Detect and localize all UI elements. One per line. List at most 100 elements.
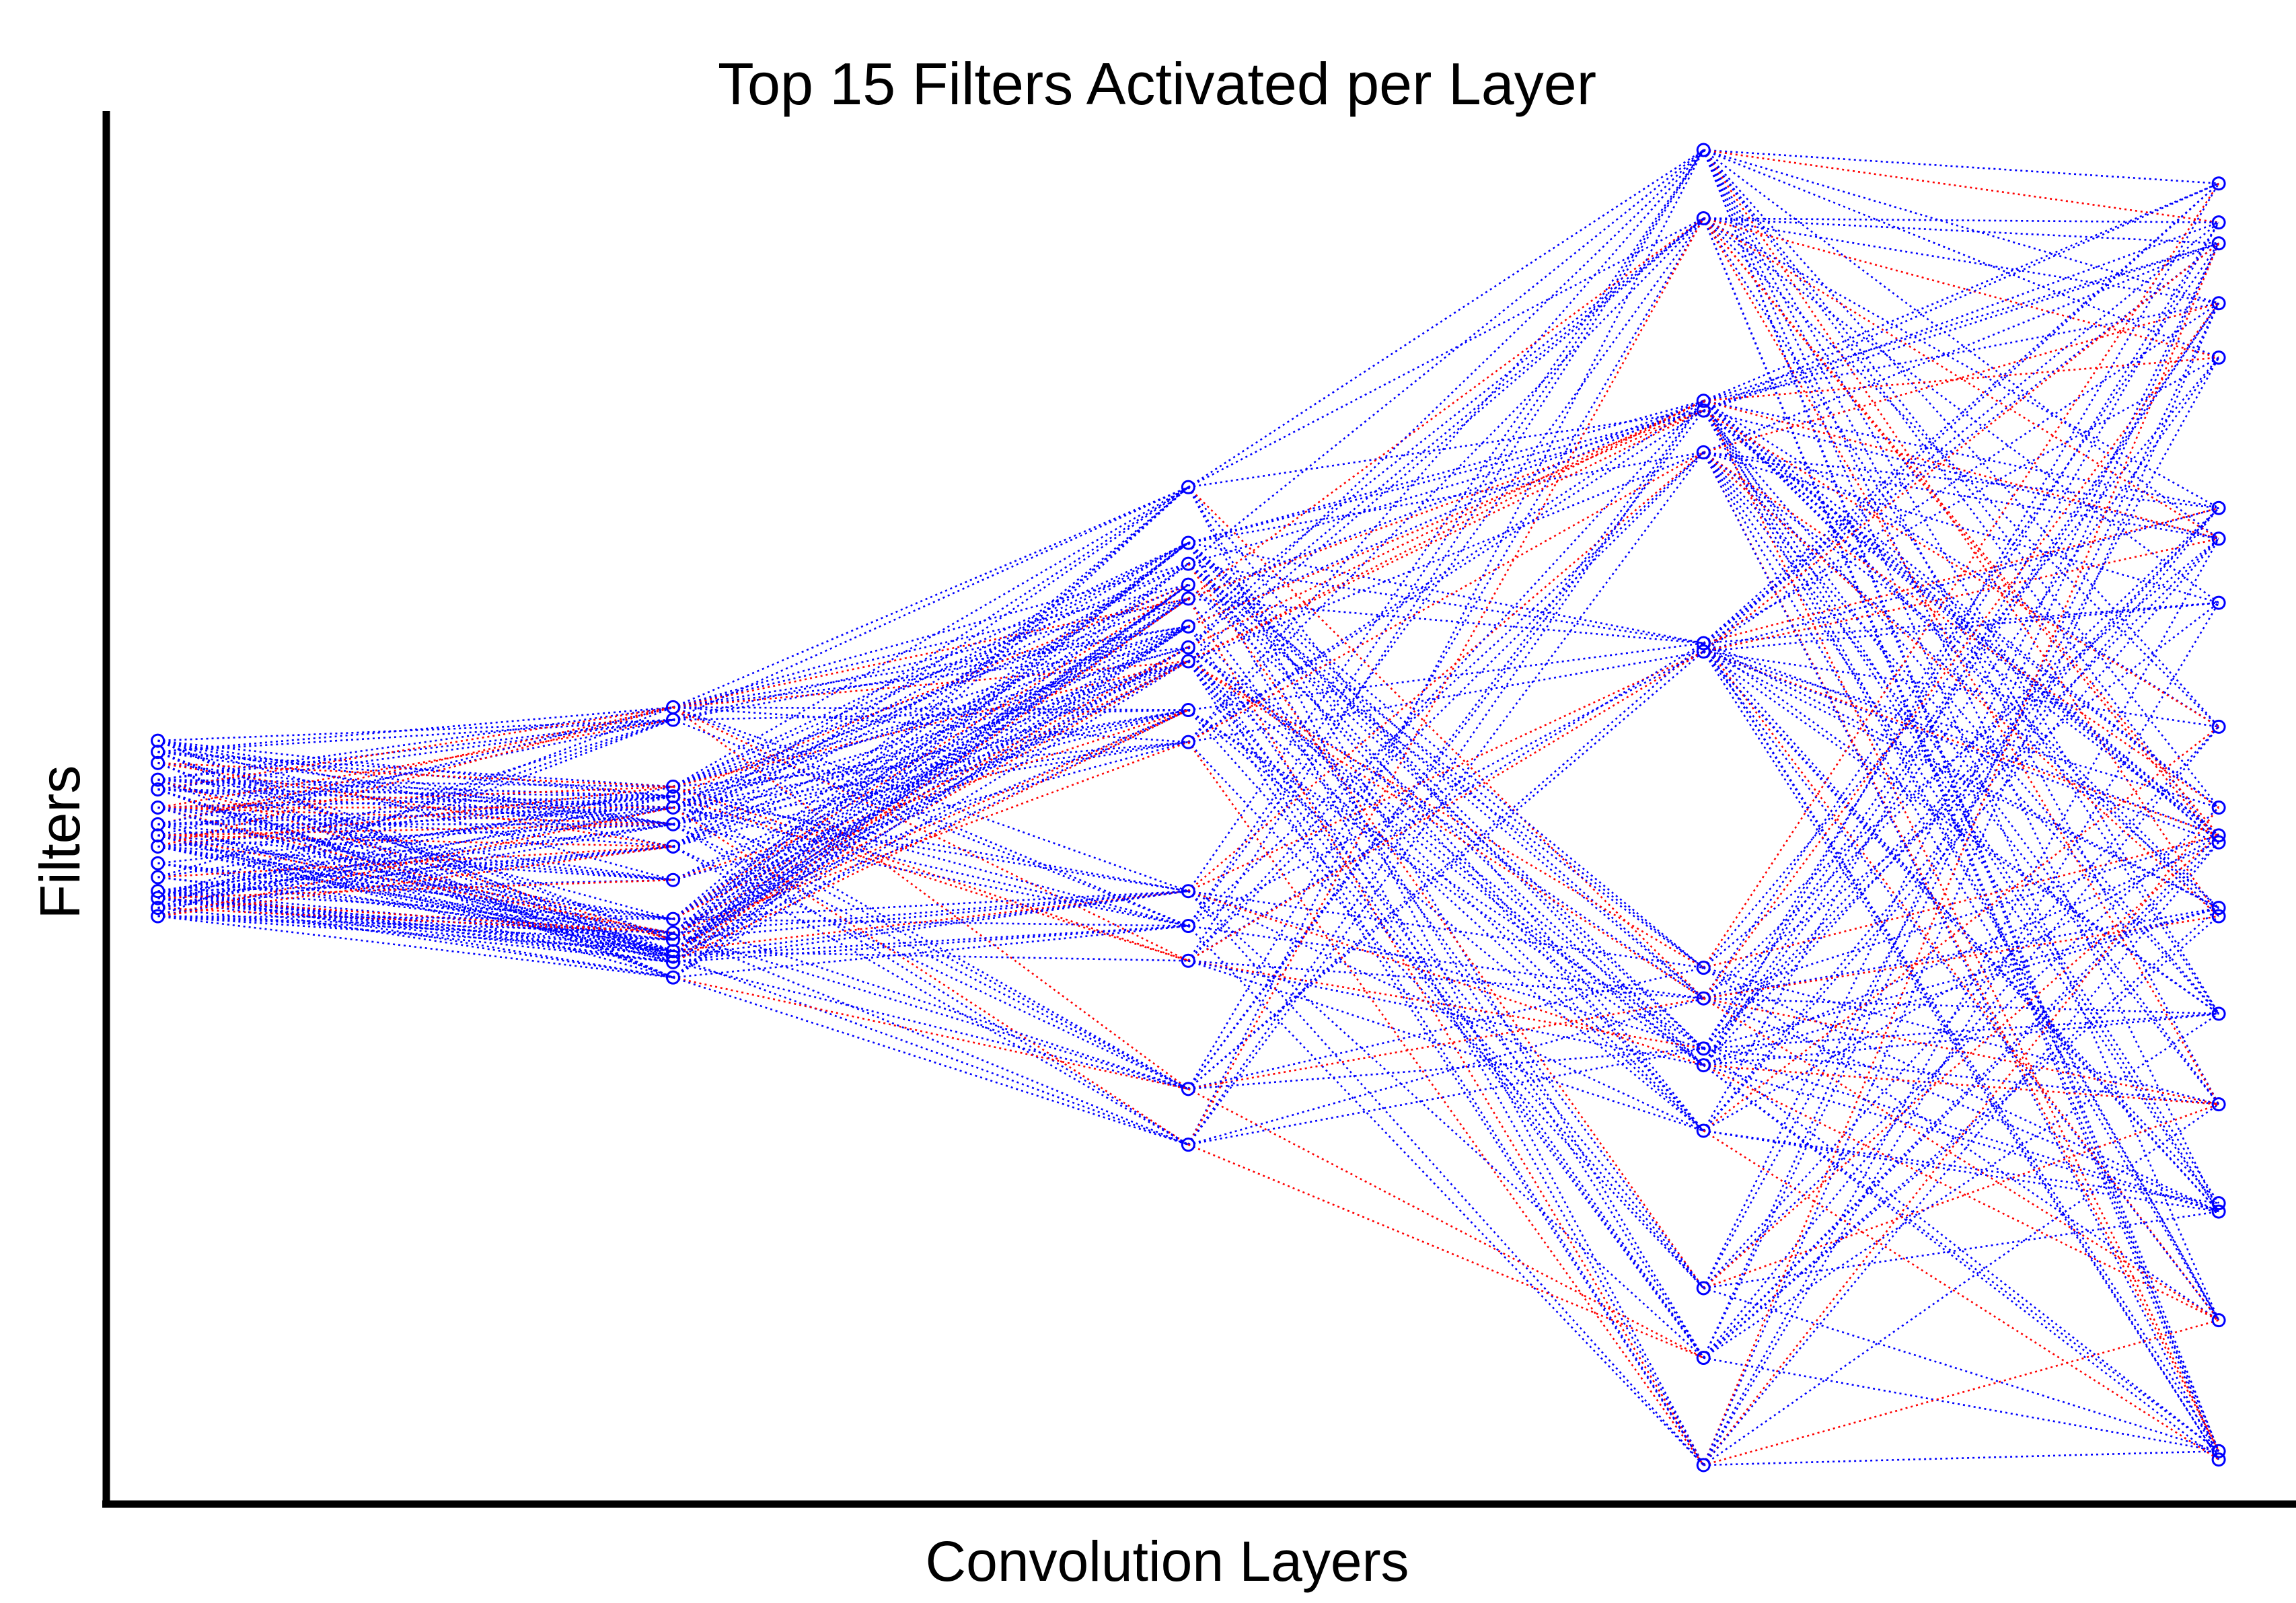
filter-marker [1181, 1138, 1195, 1152]
connection-line [673, 890, 1189, 963]
connection-line [157, 751, 673, 825]
connection-line [157, 907, 673, 963]
connection-line [1703, 650, 2219, 909]
filter-marker [2211, 828, 2226, 843]
connection-line [157, 823, 673, 963]
filter-marker [2211, 595, 2226, 610]
connection-line [672, 597, 1189, 920]
filter-marker [1696, 961, 1711, 975]
connection-line [157, 846, 673, 934]
connection-line [1188, 650, 1704, 743]
connection-line [1188, 925, 1704, 1000]
connection-line [672, 486, 1189, 788]
connection-line [672, 718, 1189, 927]
connection-line [157, 718, 673, 879]
connection-line [672, 597, 1189, 952]
connection-line [673, 795, 1189, 893]
connection-line [1703, 842, 2219, 1066]
connection-line [1187, 149, 1705, 565]
connection-line [1703, 410, 2219, 844]
connection-line [1703, 243, 2220, 1289]
connection-line [672, 562, 1189, 788]
connection-line [1187, 149, 1705, 743]
connection-line [1187, 410, 1705, 1090]
filter-marker [1181, 703, 1195, 718]
filter-marker [151, 884, 165, 899]
connection-line [673, 709, 1189, 798]
filter-marker [2211, 1196, 2226, 1211]
connection-line [1703, 357, 2220, 1066]
connection-line [157, 706, 673, 753]
connection-line [672, 486, 1189, 941]
filter-marker [1181, 953, 1195, 968]
connection-line [673, 807, 1189, 893]
connection-line [157, 807, 673, 893]
filter-marker [1696, 1123, 1711, 1138]
connection-line [1703, 1319, 2219, 1466]
connection-line [673, 918, 1189, 1090]
connection-line [672, 584, 1189, 920]
connection-line [673, 625, 1189, 721]
connection-line [1187, 997, 1704, 1146]
connection-line [673, 976, 1189, 1146]
filter-marker [1696, 143, 1711, 157]
connection-line [1703, 400, 2220, 1321]
connection-line [672, 562, 1189, 825]
filter-marker [1181, 640, 1195, 655]
connection-line [157, 706, 673, 790]
connection-line [1703, 1357, 2219, 1452]
filter-marker [151, 782, 165, 797]
connection-line [672, 846, 1189, 1146]
connection-line [1187, 542, 1705, 969]
connection-line [672, 709, 1189, 941]
connection-line [157, 706, 673, 825]
connection-line [1703, 149, 2219, 359]
connection-line [1187, 400, 1705, 962]
connection-line [1703, 410, 2219, 540]
connection-line [1703, 451, 2219, 918]
connection-line [673, 890, 1189, 934]
connection-line [1703, 242, 2219, 653]
connection-line [672, 486, 1189, 920]
connection-line [1703, 1210, 2219, 1290]
connection-line [1703, 222, 2220, 1131]
connection-line [1187, 660, 1704, 1000]
connection-line [673, 646, 1189, 798]
filter-marker [665, 872, 680, 887]
connection-line [673, 961, 1189, 1090]
filter-marker [1181, 535, 1195, 550]
connection-line [1703, 507, 2220, 1000]
connection-line [1703, 303, 2220, 1000]
connection-line [673, 890, 1189, 958]
connection-line [1703, 410, 2220, 1105]
connection-line [673, 626, 1189, 788]
connection-line [1187, 486, 1705, 1466]
filter-marker [665, 949, 680, 964]
connection-line [157, 846, 673, 958]
connection-line [1703, 726, 2220, 1289]
filter-marker [151, 772, 165, 787]
connection-line [1187, 925, 1705, 1466]
connection-line [1703, 650, 2220, 1321]
connection-line [1703, 451, 2219, 509]
connection-line [673, 741, 1189, 788]
connection-line [1703, 400, 2219, 836]
connection-line [1703, 1064, 2219, 1460]
connection-line [157, 807, 673, 881]
connection-line [672, 583, 1189, 798]
filter-marker [1181, 884, 1195, 899]
connection-line [157, 739, 673, 798]
filter-marker [151, 870, 165, 885]
connection-line [672, 542, 1189, 788]
connection-line [1703, 834, 2219, 1289]
connection-line [1703, 243, 2220, 999]
filter-marker [1696, 1041, 1711, 1056]
connection-line [157, 761, 673, 825]
connection-line [672, 932, 1189, 1146]
connection-line [157, 823, 673, 918]
connection-line [1703, 451, 2219, 909]
connection-line [1187, 626, 1705, 1131]
connection-line [157, 795, 673, 848]
filter-marker [2211, 531, 2226, 546]
connection-line [1187, 451, 1704, 663]
